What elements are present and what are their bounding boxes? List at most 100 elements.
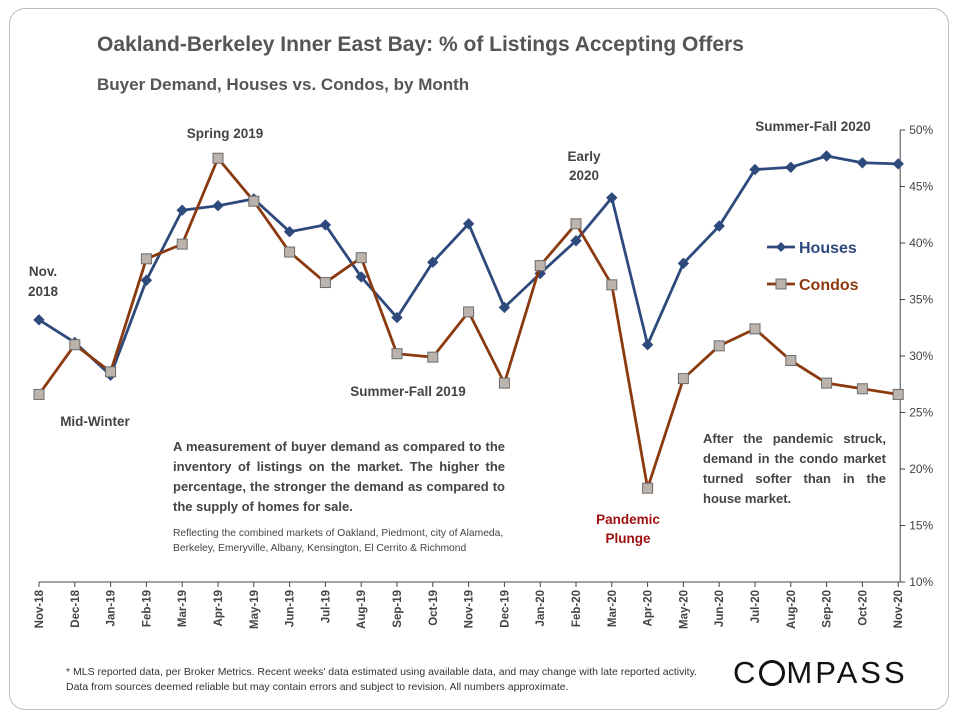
houses-point [677,257,690,270]
x-tick-label: Apr-20 [643,590,655,626]
legend-label: Houses [799,240,857,257]
condos-point [892,388,904,400]
x-tick-label: Dec-19 [499,590,511,628]
x-tick-label: May-19 [249,590,261,629]
condos-point [391,348,403,360]
houses-point [498,301,511,314]
annotation-pandemic-plunge: Plunge [605,531,650,546]
y-tick-label: 15% [909,519,933,533]
condos-point [319,277,331,289]
houses-point [749,163,761,176]
houses-point [462,218,475,230]
y-tick-label: 25% [909,406,933,420]
annotation-early-2020: Early [567,149,601,164]
x-tick-label: Aug-19 [356,590,368,629]
condos-point [463,306,475,318]
y-tick-label: 20% [909,462,933,476]
condos-point [785,355,797,367]
houses-point [283,225,296,238]
y-tick-label: 45% [909,180,933,194]
houses-point [427,256,439,268]
houses-point [33,314,45,326]
condos-point [105,366,117,378]
x-tick-label: Mar-20 [607,590,619,627]
houses-point [713,220,725,232]
markets-note: Reflecting the combined markets of Oakla… [173,528,504,554]
condos-point [713,340,725,352]
condos-point [606,279,618,291]
condos-point [69,339,81,351]
x-tick-label: Nov-18 [34,589,46,628]
x-tick-label: Apr-19 [213,590,225,626]
condos-point [176,238,188,250]
condos-point [677,373,689,385]
condos-point [284,246,296,258]
y-tick-label: 10% [909,575,933,589]
chart-description: A measurement of buyer demand as compare… [173,439,505,514]
legend-diamond-icon [776,242,786,252]
houses-point [176,204,188,216]
houses-point [570,235,582,247]
logo-text-end: MPASS [786,655,908,690]
condos-point [821,377,833,389]
x-tick-label: Jan-20 [535,590,547,626]
condos-point [33,388,45,400]
legend-square-icon [775,278,787,290]
condos-point [427,351,439,363]
houses-point [391,311,403,324]
houses-point [140,274,153,286]
x-tick-label: Jun-20 [714,590,726,627]
condos-point [248,195,260,207]
x-tick-label: Oct-19 [428,590,440,626]
x-tick-label: Jul-20 [750,590,762,623]
x-tick-label: Sep-20 [822,590,834,628]
houses-point [892,158,904,170]
x-tick-label: Jul-19 [320,590,332,623]
condos-point [498,377,510,389]
x-tick-label: Nov-20 [893,590,905,628]
houses-point [606,192,618,204]
x-tick-label: Jan-19 [106,590,118,626]
x-tick-label: Feb-20 [571,590,583,627]
x-tick-label: Nov-19 [464,590,476,628]
x-tick-label: Feb-19 [141,590,153,627]
annotation-early-2020: 2020 [569,168,599,183]
condos-point [212,152,224,164]
x-tick-label: Aug-20 [786,590,798,629]
annotation-summer-fall-2020: Summer-Fall 2020 [755,119,871,134]
x-tick-label: Jun-19 [285,590,297,627]
x-tick-label: Mar-19 [177,590,189,627]
annotation-mid-winter: Mid-Winter [60,414,130,429]
condos-point [355,252,367,264]
annotation-nov-2018: Nov. [29,264,57,279]
condos-point [642,482,654,494]
condos-point [749,323,761,335]
condos-point [140,253,152,265]
footnote: * MLS reported data, per Broker Metrics.… [66,666,697,693]
annotation-nov-2018: 2018 [28,284,59,299]
logo-text-start: C [733,655,759,690]
houses-point [641,338,654,351]
houses-point [355,271,367,283]
x-tick-label: Dec-18 [70,589,82,627]
after-pandemic-note: After the pandemic struck, demand in the… [703,431,886,506]
logo-circle-icon [759,660,786,686]
y-tick-label: 30% [909,349,933,363]
houses-point [785,161,797,173]
y-tick-label: 50% [909,123,933,137]
houses-point [319,219,332,231]
y-tick-label: 35% [909,293,933,307]
condos-point [856,383,868,395]
condos-point [570,218,582,230]
legend-label: Condos [799,277,859,294]
y-tick-label: 40% [909,236,933,250]
houses-point [212,200,224,212]
page-subtitle: Buyer Demand, Houses vs. Condos, by Mont… [97,75,470,94]
houses-point [820,150,833,162]
page-title: Oakland-Berkeley Inner East Bay: % of Li… [97,33,744,56]
condos-point [534,260,546,272]
chart-frame [9,8,949,710]
annotation-pandemic-plunge: Pandemic [596,512,660,527]
x-tick-label: May-20 [678,590,690,629]
